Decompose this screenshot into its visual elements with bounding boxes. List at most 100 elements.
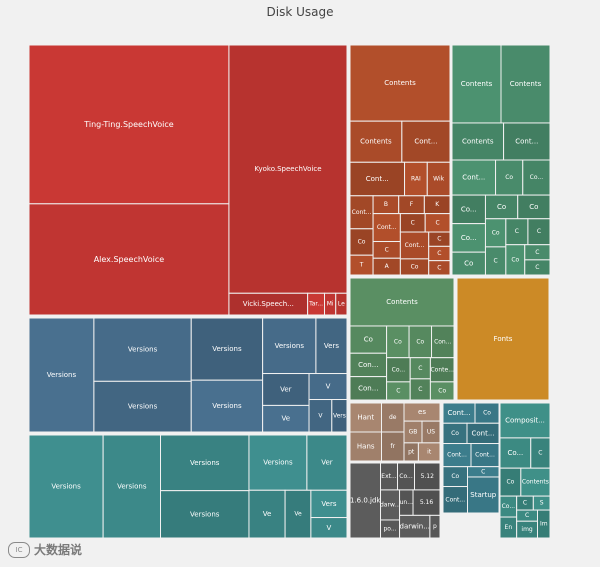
treemap-cell[interactable]: Co: [517, 194, 551, 220]
treemap-cell[interactable]: darwin...: [399, 514, 431, 539]
treemap-cell[interactable]: Versions: [28, 434, 104, 539]
treemap-rect[interactable]: [429, 357, 455, 383]
treemap-rect[interactable]: [349, 120, 403, 163]
treemap-rect[interactable]: [401, 120, 451, 163]
treemap-rect[interactable]: [349, 161, 406, 197]
treemap-rect[interactable]: [28, 434, 104, 539]
treemap-cell[interactable]: Contents: [349, 277, 455, 327]
treemap-rect[interactable]: [307, 292, 326, 316]
treemap-cell[interactable]: img: [516, 520, 539, 539]
treemap-cell[interactable]: Vers: [331, 399, 348, 433]
treemap-cell[interactable]: Co...: [451, 223, 486, 253]
treemap-rect[interactable]: [349, 462, 382, 539]
treemap-rect[interactable]: [417, 442, 441, 462]
treemap-rect[interactable]: [517, 194, 551, 220]
treemap-rect[interactable]: [399, 213, 426, 233]
treemap-rect[interactable]: [451, 122, 505, 161]
treemap-cell[interactable]: Versions: [102, 434, 162, 539]
treemap-rect[interactable]: [349, 431, 382, 462]
treemap-rect[interactable]: [442, 466, 468, 488]
treemap-cell[interactable]: Co: [349, 228, 374, 256]
treemap-cell[interactable]: Cont...: [503, 122, 551, 161]
treemap-cell[interactable]: Versions: [190, 317, 264, 381]
treemap-cell[interactable]: Con...: [349, 352, 388, 378]
treemap-cell[interactable]: C: [399, 213, 426, 233]
treemap-rect[interactable]: [248, 489, 286, 539]
treemap-cell[interactable]: Co...: [397, 462, 416, 491]
treemap-cell[interactable]: 1.6.0.jdk: [349, 462, 382, 539]
treemap-cell[interactable]: F: [398, 195, 425, 215]
treemap-rect[interactable]: [403, 442, 419, 462]
treemap-cell[interactable]: it: [417, 442, 441, 462]
treemap-rect[interactable]: [409, 378, 431, 401]
treemap-rect[interactable]: [466, 422, 500, 445]
treemap-cell[interactable]: Ve: [262, 404, 310, 433]
treemap-cell[interactable]: Cont...: [442, 402, 476, 424]
treemap-cell[interactable]: Co...: [451, 194, 486, 225]
treemap-rect[interactable]: [349, 325, 388, 354]
treemap-rect[interactable]: [423, 195, 451, 215]
treemap-cell[interactable]: C: [386, 381, 411, 401]
treemap-rect[interactable]: [451, 223, 486, 253]
treemap-rect[interactable]: [349, 44, 451, 122]
treemap-cell[interactable]: darw...: [380, 489, 401, 521]
treemap-cell[interactable]: Contents: [451, 44, 502, 124]
treemap-cell[interactable]: Cont...: [451, 159, 497, 196]
treemap-rect[interactable]: [524, 244, 551, 261]
treemap-cell[interactable]: GB: [403, 420, 423, 444]
treemap-cell[interactable]: Cont...: [466, 422, 500, 445]
treemap-rect[interactable]: [310, 517, 348, 539]
treemap-cell[interactable]: Co: [408, 325, 433, 359]
treemap-cell[interactable]: Co: [429, 381, 455, 401]
treemap-cell[interactable]: T: [349, 254, 374, 276]
treemap-cell[interactable]: Versions: [248, 434, 308, 491]
treemap-rect[interactable]: [308, 373, 348, 401]
treemap-cell[interactable]: RAI: [404, 161, 428, 197]
treemap-rect[interactable]: [516, 495, 534, 511]
treemap-rect[interactable]: [324, 292, 337, 316]
treemap-rect[interactable]: [398, 195, 425, 215]
treemap-rect[interactable]: [428, 260, 451, 276]
treemap-cell[interactable]: C: [428, 260, 451, 276]
treemap-cell[interactable]: Versions: [160, 434, 250, 492]
treemap-rect[interactable]: [228, 44, 348, 294]
treemap-cell[interactable]: K: [423, 195, 451, 215]
treemap-rect[interactable]: [380, 519, 401, 539]
treemap-rect[interactable]: [160, 490, 250, 539]
treemap-rect[interactable]: [284, 489, 312, 539]
treemap-rect[interactable]: [349, 376, 388, 401]
treemap-cell[interactable]: Co: [474, 402, 500, 424]
treemap-cell[interactable]: V: [310, 517, 348, 539]
treemap-rect[interactable]: [522, 159, 551, 196]
treemap-rect[interactable]: [456, 277, 550, 401]
treemap-rect[interactable]: [500, 44, 551, 124]
treemap-cell[interactable]: C: [530, 437, 551, 469]
treemap-rect[interactable]: [308, 399, 333, 433]
treemap-cell[interactable]: Co: [386, 325, 410, 359]
treemap-rect[interactable]: [484, 194, 519, 220]
treemap-rect[interactable]: [372, 195, 400, 215]
treemap-cell[interactable]: Composit...: [499, 402, 551, 439]
treemap-rect[interactable]: [516, 520, 539, 539]
treemap-rect[interactable]: [403, 420, 423, 444]
treemap-cell[interactable]: fr: [381, 431, 405, 462]
treemap-cell[interactable]: Co: [349, 325, 388, 354]
treemap-rect[interactable]: [372, 241, 401, 259]
treemap-rect[interactable]: [380, 489, 401, 521]
treemap-cell[interactable]: Co: [399, 258, 430, 276]
treemap-cell[interactable]: Cont...: [401, 120, 451, 163]
treemap-cell[interactable]: Con...: [349, 376, 388, 401]
treemap-rect[interactable]: [349, 254, 374, 276]
treemap-cell[interactable]: Hant: [349, 402, 382, 433]
treemap-cell[interactable]: Cont...: [399, 231, 430, 260]
treemap-rect[interactable]: [190, 379, 264, 433]
treemap-cell[interactable]: Co: [451, 251, 486, 276]
treemap-cell[interactable]: Cont...: [442, 486, 468, 514]
treemap-rect[interactable]: [190, 317, 264, 381]
treemap-rect[interactable]: [372, 213, 401, 243]
treemap-cell[interactable]: V: [308, 399, 333, 433]
treemap-cell[interactable]: US: [421, 420, 441, 444]
treemap-cell[interactable]: Hans: [349, 431, 382, 462]
treemap-rect[interactable]: [499, 467, 522, 497]
treemap-rect[interactable]: [505, 244, 526, 276]
